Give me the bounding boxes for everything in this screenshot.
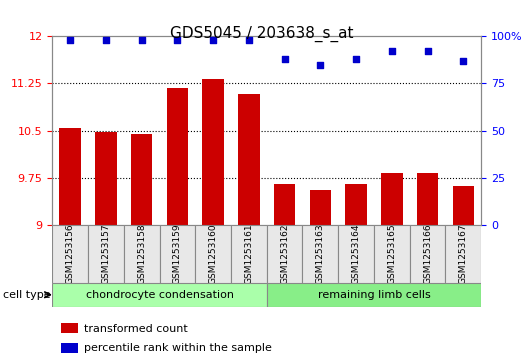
Bar [345, 184, 367, 225]
FancyBboxPatch shape [88, 225, 124, 283]
FancyBboxPatch shape [195, 225, 231, 283]
Text: GSM1253163: GSM1253163 [316, 224, 325, 285]
Bar [167, 88, 188, 225]
Text: GSM1253158: GSM1253158 [137, 224, 146, 285]
Bar [61, 343, 78, 353]
Text: GSM1253167: GSM1253167 [459, 224, 468, 285]
Point [423, 49, 431, 54]
FancyBboxPatch shape [410, 225, 446, 283]
Text: GSM1253166: GSM1253166 [423, 224, 432, 285]
FancyBboxPatch shape [446, 225, 481, 283]
Text: GSM1253165: GSM1253165 [388, 224, 396, 285]
Text: GSM1253159: GSM1253159 [173, 224, 182, 285]
FancyBboxPatch shape [52, 225, 88, 283]
Point [66, 37, 74, 43]
Bar [274, 184, 295, 225]
Bar [60, 127, 81, 225]
Point [352, 56, 360, 62]
Point [209, 37, 217, 43]
Text: remaining limb cells: remaining limb cells [317, 290, 430, 300]
Text: GSM1253164: GSM1253164 [351, 224, 360, 284]
Text: transformed count: transformed count [85, 323, 188, 334]
Text: GSM1253156: GSM1253156 [66, 224, 75, 285]
FancyBboxPatch shape [302, 225, 338, 283]
Point [138, 37, 146, 43]
Text: GSM1253162: GSM1253162 [280, 224, 289, 284]
Text: GDS5045 / 203638_s_at: GDS5045 / 203638_s_at [170, 25, 353, 42]
FancyBboxPatch shape [52, 283, 267, 307]
Bar [61, 323, 78, 333]
Bar [381, 173, 403, 225]
Point [316, 62, 324, 68]
Bar [202, 79, 224, 225]
FancyBboxPatch shape [160, 225, 195, 283]
Point [388, 49, 396, 54]
Text: cell type: cell type [3, 290, 50, 300]
Text: GSM1253157: GSM1253157 [101, 224, 110, 285]
FancyBboxPatch shape [267, 283, 481, 307]
Text: GSM1253160: GSM1253160 [209, 224, 218, 285]
FancyBboxPatch shape [338, 225, 374, 283]
Bar [417, 173, 438, 225]
Point [101, 37, 110, 43]
FancyBboxPatch shape [231, 225, 267, 283]
FancyBboxPatch shape [124, 225, 160, 283]
Text: percentile rank within the sample: percentile rank within the sample [85, 343, 272, 354]
Point [459, 58, 468, 64]
FancyBboxPatch shape [267, 225, 302, 283]
Bar [238, 94, 259, 225]
Point [245, 37, 253, 43]
Bar [310, 191, 331, 225]
FancyBboxPatch shape [374, 225, 410, 283]
Bar [131, 134, 152, 225]
Point [173, 37, 181, 43]
Point [280, 56, 289, 62]
Text: GSM1253161: GSM1253161 [244, 224, 253, 285]
Bar [452, 186, 474, 225]
Text: chondrocyte condensation: chondrocyte condensation [86, 290, 233, 300]
Bar [95, 132, 117, 225]
